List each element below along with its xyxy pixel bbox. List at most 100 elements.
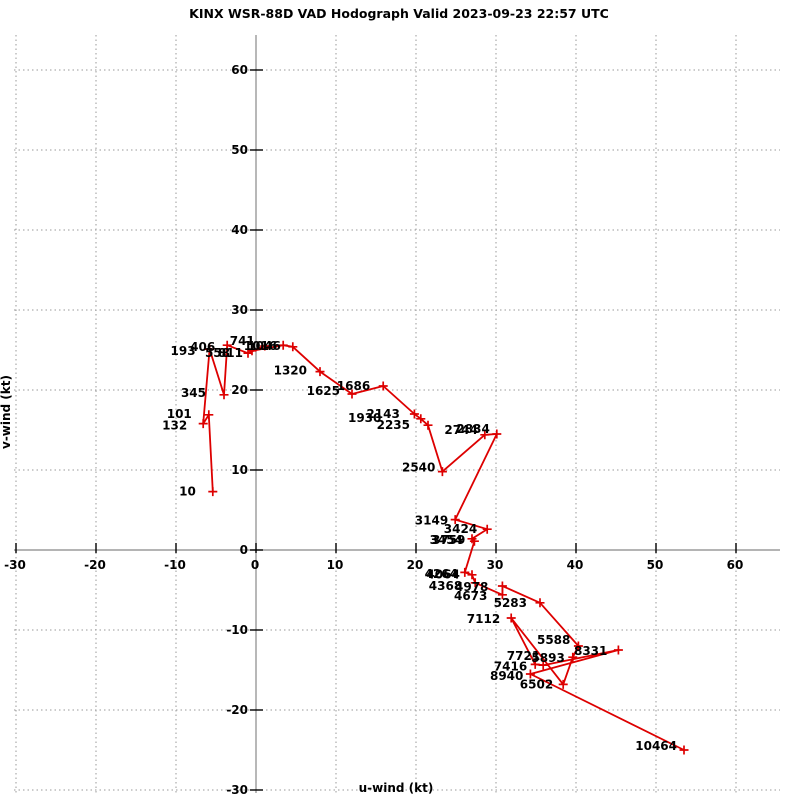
height-label: 741	[230, 334, 255, 348]
height-label: 558	[205, 346, 230, 360]
height-label: 2834	[456, 422, 489, 436]
height-label: 5893	[531, 651, 564, 665]
data-point-marker	[423, 420, 433, 430]
data-point-marker	[409, 409, 419, 419]
data-point-marker	[260, 341, 270, 351]
data-point-marker	[278, 340, 288, 350]
height-label: 10464	[635, 739, 677, 753]
data-point-marker	[219, 390, 229, 400]
data-point-marker	[467, 570, 477, 580]
wind-trace	[202, 344, 685, 751]
data-point-marker	[347, 389, 357, 399]
height-label: 1046	[247, 339, 280, 353]
x-tick-label: 20	[407, 558, 424, 572]
height-label: 6502	[520, 677, 553, 691]
x-tick-label: 50	[647, 558, 664, 572]
data-point-marker	[613, 645, 623, 655]
data-point-marker	[530, 659, 540, 669]
height-label: 3759	[432, 533, 465, 547]
height-label: 406	[190, 340, 215, 354]
height-label: 101	[167, 407, 192, 421]
x-tick-label: -10	[164, 558, 186, 572]
height-label: 4673	[454, 589, 487, 603]
height-label: 7416	[494, 659, 527, 673]
y-axis-label: v-wind (kt)	[0, 375, 13, 449]
axes	[14, 35, 780, 793]
height-label: 1320	[274, 364, 307, 378]
x-tick-label: -30	[4, 558, 26, 572]
data-point-marker	[198, 419, 208, 429]
data-point-marker	[222, 340, 232, 350]
height-label: 193	[171, 344, 196, 358]
y-tick-label: -20	[226, 703, 248, 717]
data-point-marker	[205, 344, 215, 354]
y-tick-label: 40	[231, 223, 248, 237]
y-tick-label: 0	[240, 543, 248, 557]
data-point-marker	[538, 660, 548, 670]
height-label: 3424	[444, 522, 477, 536]
height-label: 4978	[455, 580, 488, 594]
height-label: 3454	[430, 533, 463, 547]
data-point-marker	[437, 467, 447, 477]
height-label: 7112	[467, 612, 500, 626]
data-point-marker	[535, 598, 545, 608]
data-point-marker	[460, 567, 470, 577]
data-point-marker	[378, 381, 388, 391]
height-label: 345	[181, 386, 206, 400]
height-label: 5588	[537, 633, 570, 647]
y-tick-label: -30	[226, 783, 248, 797]
data-point-marker	[208, 487, 218, 497]
height-label: 7721	[507, 649, 540, 663]
axis-ticks-and-labels: -30 -20 -10 0 10 20 30 40 50 60 -30 -20 -10 0 10 20 30 40…	[4, 63, 743, 797]
data-point-marker	[568, 652, 578, 662]
data-point-marker	[204, 410, 214, 420]
height-label: 8331	[574, 644, 607, 658]
data-point-marker	[573, 641, 583, 651]
height-label: 5283	[494, 596, 527, 610]
data-point-marker	[497, 590, 507, 600]
y-tick-label: 50	[231, 143, 248, 157]
data-point-marker	[492, 429, 502, 439]
height-label: 8940	[490, 669, 523, 683]
x-tick-label: 30	[487, 558, 504, 572]
y-tick-label: 30	[231, 303, 248, 317]
data-point-marker	[558, 679, 568, 689]
data-point-marker	[525, 669, 535, 679]
height-label: 4368	[429, 579, 462, 593]
hodograph-line	[202, 344, 685, 751]
chart-title: KINX WSR-88D VAD Hodograph Valid 2023-09…	[189, 6, 609, 21]
data-point-marker	[315, 367, 325, 377]
height-label: 10	[179, 485, 196, 499]
y-tick-label: 60	[231, 63, 248, 77]
data-point-marker	[506, 613, 516, 623]
data-point-marker	[480, 430, 490, 440]
height-label: 4264	[425, 567, 458, 581]
height-label: 2143	[366, 407, 399, 421]
height-label: 2235	[377, 418, 410, 432]
y-tick-label: -10	[226, 623, 248, 637]
x-tick-label: 0	[251, 558, 259, 572]
data-point-marker	[679, 745, 689, 755]
data-point-markers	[198, 340, 689, 755]
height-label: 2744	[444, 423, 477, 437]
data-point-marker	[416, 414, 426, 424]
data-point-marker	[470, 578, 480, 588]
data-point-marker	[288, 342, 298, 352]
y-tick-label: 20	[231, 383, 248, 397]
data-point-marker	[482, 524, 492, 534]
x-tick-label: 10	[327, 558, 344, 572]
height-label: 2540	[402, 461, 435, 475]
height-label: 3149	[415, 514, 448, 528]
height-label: 811	[218, 346, 243, 360]
data-point-marker	[497, 581, 507, 591]
data-point-marker	[450, 515, 460, 525]
x-tick-label: -20	[84, 558, 106, 572]
height-label: 132	[162, 419, 187, 433]
height-label: 1016	[244, 339, 277, 353]
height-label: 1625	[307, 384, 340, 398]
x-tick-label: 40	[567, 558, 584, 572]
height-label: 1930	[348, 411, 381, 425]
